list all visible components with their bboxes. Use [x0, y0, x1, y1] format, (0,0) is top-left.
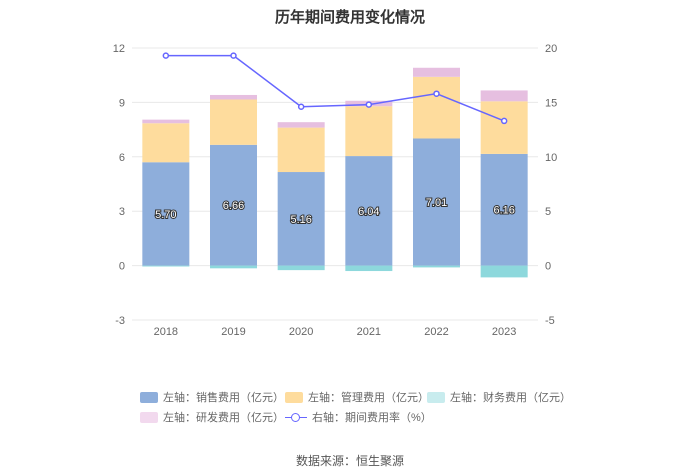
x-tick-label: 2021: [357, 326, 381, 338]
bars: [142, 67, 528, 278]
legend-label-sales: 左轴：销售费用（亿元）: [163, 392, 284, 404]
rate-point: [433, 90, 440, 97]
legend-swatch-admin: [285, 391, 303, 403]
bar-rnd: [210, 94, 257, 100]
bar-rnd: [142, 119, 190, 124]
rate-line-path: [165, 54, 505, 122]
legend-label-finance: 左轴：财务费用（亿元）: [450, 392, 571, 404]
right-tick-label: 0: [545, 261, 551, 273]
x-tick-label: 2023: [492, 326, 516, 338]
bar-finance: [413, 265, 460, 268]
right-tick-label: 5: [545, 206, 551, 218]
legend-item-admin[interactable]: 左轴：管理费用（亿元）: [285, 389, 429, 405]
bar-sales: [142, 162, 190, 266]
bar-rnd: [413, 67, 460, 77]
grid-lines: [132, 47, 538, 321]
legend-item-finance[interactable]: 左轴：财务费用（亿元）: [427, 389, 571, 405]
left-tick-label: 0: [119, 261, 125, 273]
legend-label-rnd: 左轴：研发费用（亿元）: [163, 412, 284, 424]
right-tick-label: -5: [545, 315, 555, 327]
legend-item-rate[interactable]: 右轴：期间费用率（%）: [285, 409, 432, 425]
rate-point: [500, 117, 508, 125]
rate-line: [162, 52, 508, 125]
bar-sales: [480, 153, 528, 266]
bar-finance: [210, 265, 257, 269]
bar-sales: [345, 156, 393, 266]
right-tick-label: 20: [545, 43, 557, 55]
bar-admin: [480, 101, 528, 154]
legend-label-rate: 右轴：期间费用率（%）: [312, 412, 432, 424]
left-tick-label: -3: [115, 315, 125, 327]
rate-point: [365, 101, 373, 108]
data-label-sales: 6.66: [223, 200, 244, 212]
right-axis-ticks: -5 0 5 10 15 20: [545, 43, 557, 327]
left-axis-ticks: -3 0 3 6 9 12: [113, 43, 125, 327]
bar-admin: [413, 76, 460, 139]
x-tick-label: 2018: [154, 326, 178, 338]
legend-swatch-rate: [285, 412, 307, 423]
data-label-sales: 6.16: [493, 205, 514, 217]
right-tick-label: 10: [545, 152, 557, 164]
legend-swatch-sales: [140, 391, 158, 403]
data-label-sales: 7.01: [426, 197, 447, 209]
chart-title: 历年期间费用变化情况: [274, 9, 425, 26]
legend-swatch-finance: [427, 391, 445, 403]
bar-admin: [142, 123, 190, 163]
bar-sales: [210, 144, 257, 266]
bar-finance: [277, 265, 325, 271]
rate-point: [230, 52, 237, 59]
rate-point: [162, 52, 170, 59]
bar-rnd: [277, 122, 325, 128]
data-label-sales: 5.70: [155, 209, 176, 221]
legend-item-sales[interactable]: 左轴：销售费用（亿元）: [140, 389, 284, 405]
bar-admin: [345, 106, 393, 157]
bar-rnd: [480, 90, 528, 102]
left-tick-label: 12: [113, 43, 125, 55]
data-label-sales: 5.16: [290, 214, 311, 226]
x-tick-label: 2019: [221, 326, 245, 338]
bar-finance: [345, 265, 393, 272]
data-label-sales: 6.04: [358, 206, 379, 218]
left-tick-label: 6: [119, 152, 125, 164]
legend-swatch-rnd: [140, 411, 158, 423]
x-tick-label: 2020: [289, 326, 313, 338]
bar-sales: [413, 138, 460, 266]
rate-point: [297, 103, 305, 111]
left-tick-label: 3: [119, 206, 125, 218]
bar-finance: [480, 265, 528, 278]
source-note: 数据来源：恒生聚源: [295, 454, 404, 468]
bar-admin: [277, 127, 325, 173]
legend-label-admin: 左轴：管理费用（亿元）: [308, 392, 429, 404]
bar-sales: [277, 172, 325, 266]
bar-finance: [142, 265, 190, 267]
legend-item-rnd[interactable]: 左轴：研发费用（亿元）: [140, 409, 284, 425]
left-tick-label: 9: [119, 97, 125, 109]
bar-admin: [210, 99, 257, 145]
right-tick-label: 15: [545, 97, 557, 109]
data-labels: 5.70 6.66 5.16 6.04 7.01 6.16: [154, 196, 516, 227]
x-tick-label: 2022: [424, 326, 448, 338]
x-axis-ticks: 2018 2019 2020 2021 2022 2023: [154, 326, 517, 338]
